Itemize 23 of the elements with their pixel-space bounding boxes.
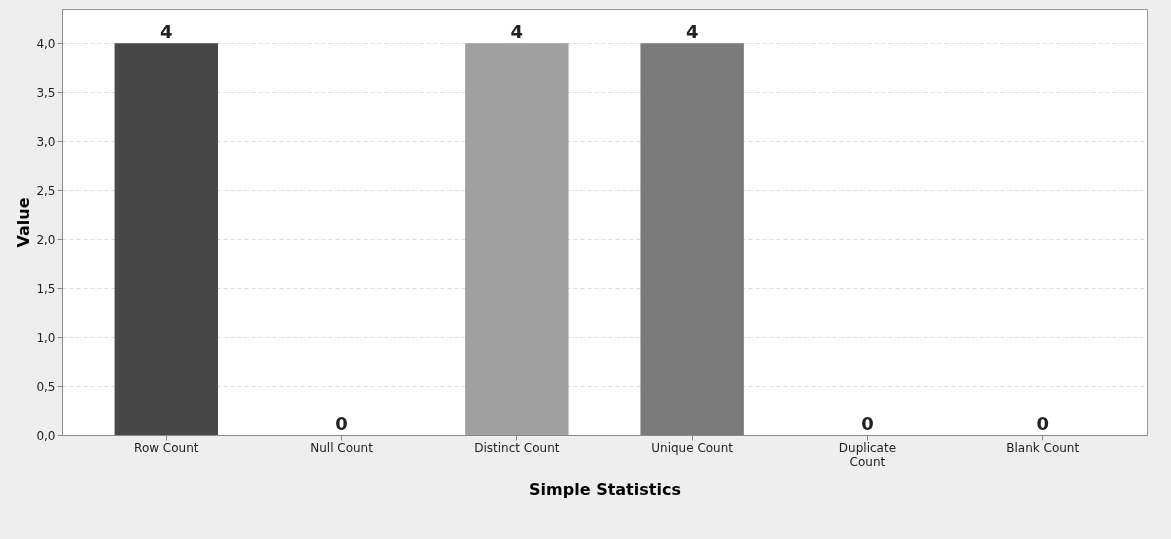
data-label: 0 <box>335 413 348 434</box>
data-label: 0 <box>1036 413 1049 434</box>
x-tick-label: Duplicate Count <box>838 440 897 469</box>
x-tick-label: Blank Count <box>1006 440 1080 455</box>
x-tick-label: Row Count <box>134 440 199 455</box>
x-tick-label: Distinct Count <box>474 440 560 455</box>
y-tick-label: 1,0 <box>36 330 56 345</box>
y-tick-label: 2,0 <box>36 232 56 247</box>
data-label: 0 <box>861 413 874 434</box>
y-tick-label: 1,5 <box>36 281 56 296</box>
x-tick-label: Unique Count <box>651 440 734 455</box>
y-tick-label: 4,0 <box>36 36 56 51</box>
x-axis-title: Simple Statistics <box>529 479 681 499</box>
y-axis-title: Value <box>14 197 34 248</box>
y-tick-label: 3,5 <box>36 85 56 100</box>
y-tick-label: 0,0 <box>36 428 56 443</box>
data-label: 4 <box>160 21 173 43</box>
data-label: 4 <box>510 21 524 43</box>
y-tick-label: 2,5 <box>36 183 56 198</box>
data-label: 4 <box>685 21 699 43</box>
y-tick-label: 0,5 <box>36 379 56 394</box>
y-tick-label: 3,0 <box>36 134 56 149</box>
x-tick-label: Null Count <box>310 440 374 455</box>
